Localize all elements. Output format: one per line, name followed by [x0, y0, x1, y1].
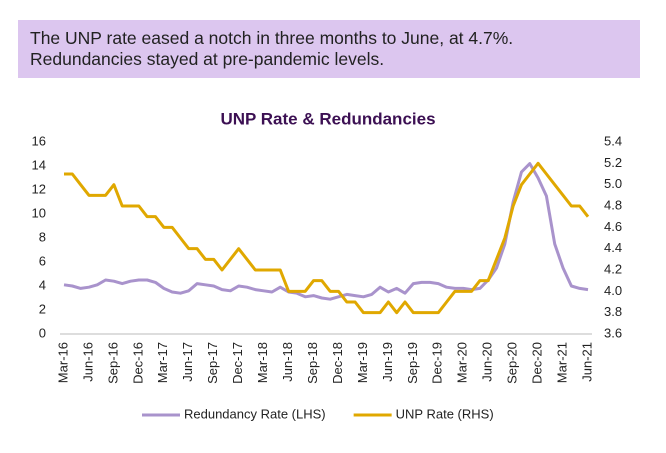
x-tick-label: Dec-17 — [230, 342, 245, 384]
x-tick-label: Jun-20 — [480, 342, 495, 382]
header: The UNP rate eased a notch in three mont… — [18, 20, 640, 78]
y-tick-label: 6 — [39, 253, 46, 268]
x-tick-label: Mar-19 — [355, 342, 370, 383]
header-line: The UNP rate eased a notch in three mont… — [30, 28, 514, 48]
y2-tick-label: 4.0 — [604, 283, 622, 298]
x-tick-label: Jun-21 — [579, 342, 594, 382]
y2-tick-label: 4.4 — [604, 240, 622, 255]
x-tick-label: Dec-16 — [130, 342, 145, 384]
x-tick-label: Sep-17 — [205, 342, 220, 384]
x-tick-label: Mar-16 — [55, 342, 70, 383]
y2-tick-label: 3.6 — [604, 325, 622, 340]
x-tick-label: Dec-20 — [530, 342, 545, 384]
x-tick-label: Sep-19 — [405, 342, 420, 384]
x-tick-label: Sep-16 — [105, 342, 120, 384]
y2-tick-label: 5.2 — [604, 155, 622, 170]
chart-title: UNP Rate & Redundancies — [220, 109, 435, 128]
y-tick-label: 8 — [39, 229, 46, 244]
legend-label: Redundancy Rate (LHS) — [184, 406, 326, 421]
y2-tick-label: 4.8 — [604, 197, 622, 212]
header-line: Redundancies stayed at pre-pandemic leve… — [30, 49, 385, 69]
x-tick-label: Mar-18 — [255, 342, 270, 383]
y2-tick-label: 5.4 — [604, 133, 622, 148]
x-tick-label: Mar-20 — [455, 342, 470, 383]
x-tick-label: Jun-16 — [80, 342, 95, 382]
y-tick-label: 2 — [39, 301, 46, 316]
y-tick-label: 4 — [39, 277, 46, 292]
legend-label: UNP Rate (RHS) — [396, 406, 494, 421]
x-tick-label: Jun-19 — [380, 342, 395, 382]
y-tick-label: 14 — [32, 157, 46, 172]
y2-tick-label: 4.2 — [604, 261, 622, 276]
x-tick-label: Dec-19 — [430, 342, 445, 384]
x-tick-label: Jun-18 — [280, 342, 295, 382]
y-tick-label: 16 — [32, 133, 46, 148]
x-tick-label: Sep-20 — [505, 342, 520, 384]
y2-tick-label: 5.0 — [604, 176, 622, 191]
y2-tick-label: 3.8 — [604, 304, 622, 319]
x-tick-label: Sep-18 — [305, 342, 320, 384]
y-tick-label: 0 — [39, 325, 46, 340]
y-tick-label: 12 — [32, 181, 46, 196]
x-tick-label: Dec-18 — [330, 342, 345, 384]
series-line — [64, 161, 590, 315]
x-tick-label: Mar-21 — [554, 342, 569, 383]
y-tick-label: 10 — [32, 205, 46, 220]
x-tick-label: Jun-17 — [180, 342, 195, 382]
series-line — [63, 162, 589, 301]
y2-tick-label: 4.6 — [604, 219, 622, 234]
x-tick-label: Mar-17 — [155, 342, 170, 383]
